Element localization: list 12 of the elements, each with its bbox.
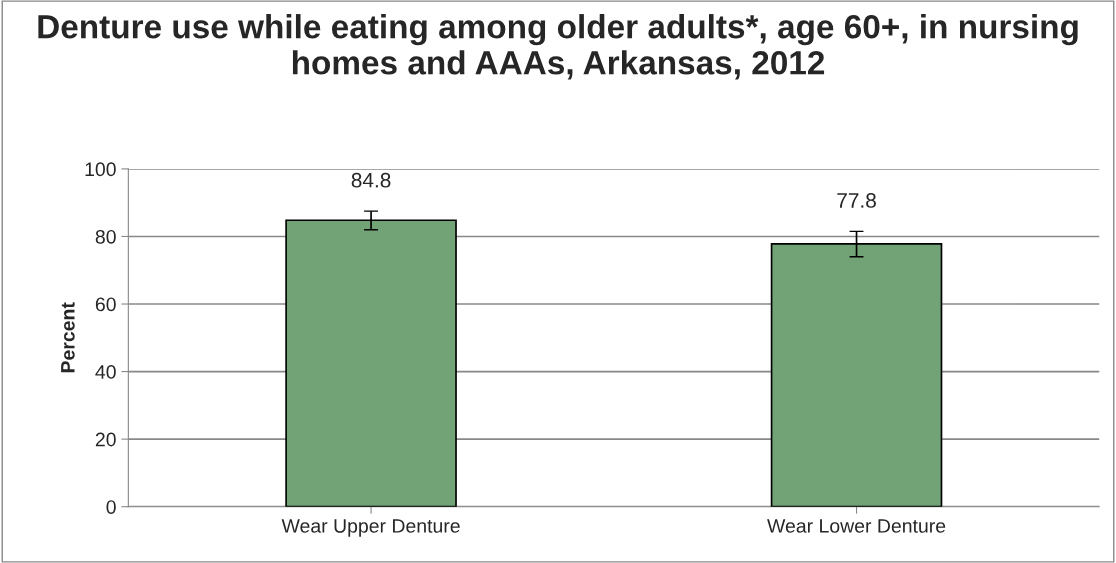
y-axis-title: Percent <box>61 302 75 373</box>
x-tick-label: Wear Upper Denture <box>281 519 460 537</box>
y-tick-label: 40 <box>95 365 116 379</box>
y-tick-label: 80 <box>95 229 116 244</box>
y-tick-label: 20 <box>95 432 116 447</box>
y-tick-label: 100 <box>85 162 116 177</box>
y-tick-label: 0 <box>106 500 116 514</box>
y-tick-label: 60 <box>95 297 116 312</box>
data-label: 84.8 <box>351 172 391 188</box>
data-label: 77.8 <box>837 193 876 208</box>
chart-title: Denture use while eating among older adults*, age 60+, in nursing homes and AAAs, Arkansas, 2012 <box>38 14 1078 80</box>
x-tick-label: Wear Lower Denture <box>767 519 946 533</box>
